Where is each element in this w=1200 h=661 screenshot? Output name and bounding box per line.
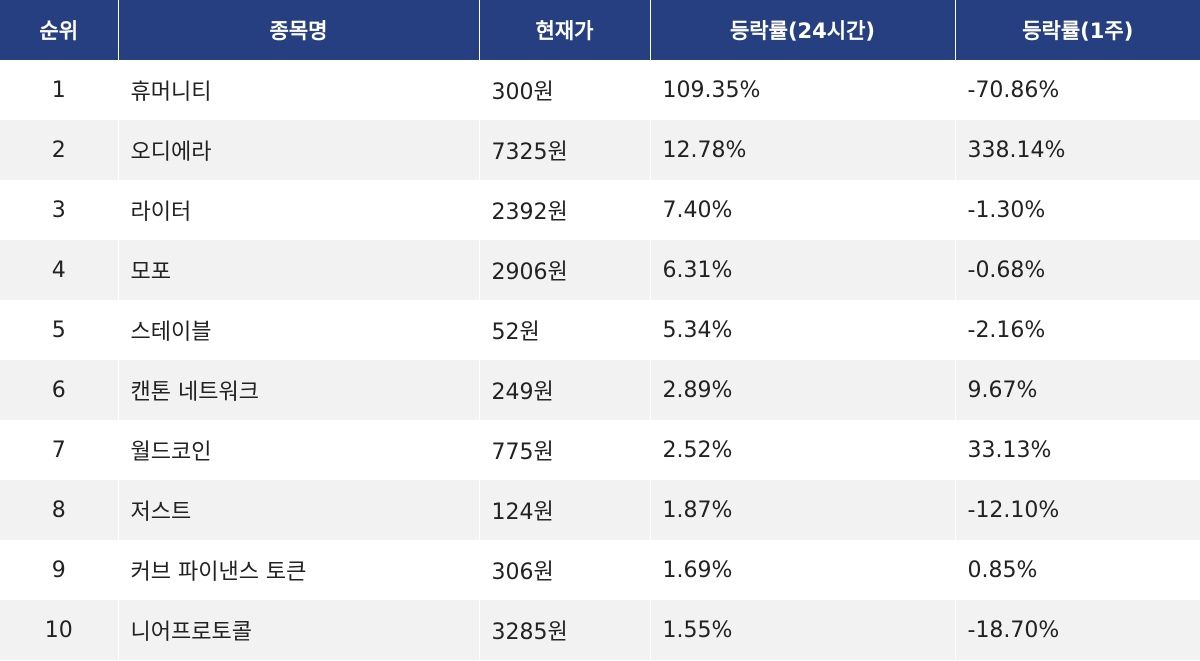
header-cell: 등락률(24시간) <box>649 0 955 60</box>
table-cell: 오디에라 <box>117 120 479 180</box>
table-cell: 52원 <box>478 300 650 360</box>
header-row: 순위 종목명 현재가 등락률(24시간) 등락률(1주) <box>0 0 1200 60</box>
table-cell: 커브 파이낸스 토큰 <box>117 540 479 600</box>
table-cell: 1.55% <box>649 600 955 660</box>
table-cell: 모포 <box>117 240 479 300</box>
table-cell: 775원 <box>478 420 650 480</box>
table-cell: 12.78% <box>649 120 955 180</box>
table-cell: -70.86% <box>954 60 1200 120</box>
header-cell: 순위 <box>0 0 118 60</box>
table-cell: 스테이블 <box>117 300 479 360</box>
table-cell: 4 <box>0 240 118 300</box>
table-cell: 휴머니티 <box>117 60 479 120</box>
table-cell: 1 <box>51 77 66 103</box>
table-cell: 306원 <box>478 540 650 600</box>
table-cell: -2.16% <box>954 300 1200 360</box>
table-cell: -18.70% <box>954 600 1200 660</box>
table-cell: 109.35% <box>649 60 955 120</box>
header-cell: 현재가 <box>478 0 650 60</box>
table-cell: 7.40% <box>649 180 955 240</box>
table-body: 1 휴머니티 300원 109.35% -70.86% 2 오디에라 7325원 12.78% 3… <box>0 60 1200 660</box>
table-row: 3 라이터 2392원 7.40% -1.30% <box>0 180 1200 240</box>
table-cell: 3 <box>51 197 66 223</box>
table-cell: 33.13% <box>954 420 1200 480</box>
table-cell: 라이터 <box>117 180 479 240</box>
table-cell: 저스트 <box>117 480 479 540</box>
table-cell: 10 <box>0 600 118 660</box>
table-row: 7 월드코인 775원 2.52% 33.13% <box>0 420 1200 480</box>
table-cell: 124원 <box>478 480 650 540</box>
table-cell: 7325원 <box>478 120 650 180</box>
table-cell: 8 <box>0 480 118 540</box>
table-cell: 니어프로토콜 <box>117 600 479 660</box>
table-cell: 2.52% <box>649 420 955 480</box>
table-cell: 5 <box>51 317 66 343</box>
table-cell: 2392원 <box>478 180 650 240</box>
table-cell: 1.87% <box>649 480 955 540</box>
table-cell: 월드코인 <box>117 420 479 480</box>
table-cell: 6 <box>0 360 118 420</box>
header-cell: 등락률(1주) <box>954 0 1200 60</box>
table-cell: 0.85% <box>954 540 1200 600</box>
table-cell: 9.67% <box>954 360 1200 420</box>
table-cell: 2 <box>0 120 118 180</box>
table-row: 2 오디에라 7325원 12.78% 338.14% <box>0 120 1200 180</box>
table-cell: -0.68% <box>954 240 1200 300</box>
table-cell: 2.89% <box>649 360 955 420</box>
table-cell: 338.14% <box>954 120 1200 180</box>
table-cell: 6.31% <box>649 240 955 300</box>
table-cell: 5.34% <box>649 300 955 360</box>
table-cell: 2906원 <box>478 240 650 300</box>
table-cell: 1.69% <box>649 540 955 600</box>
table-row: 9 커브 파이낸스 토큰 306원 1.69% 0.85% <box>0 540 1200 600</box>
table-cell: 캔톤 네트워크 <box>117 360 479 420</box>
table-row: 6 캔톤 네트워크 249원 2.89% 9.67% <box>0 360 1200 420</box>
table-row: 8 저스트 124원 1.87% -12.10% <box>0 480 1200 540</box>
table-cell: 249원 <box>478 360 650 420</box>
table-cell: 7 <box>51 437 66 463</box>
table-cell: 3285원 <box>478 600 650 660</box>
table-cell: -1.30% <box>954 180 1200 240</box>
table-row: 4 모포 2906원 6.31% -0.68% <box>0 240 1200 300</box>
header-cell: 종목명 <box>117 0 479 60</box>
table-row: 1 휴머니티 300원 109.35% -70.86% <box>0 60 1200 120</box>
table-cell: 9 <box>51 557 66 583</box>
table-row: 10 니어프로토콜 3285원 1.55% -18.70% <box>0 600 1200 660</box>
table-row: 5 스테이블 52원 5.34% -2.16% <box>0 300 1200 360</box>
table-cell: -12.10% <box>954 480 1200 540</box>
table-cell: 300원 <box>478 60 650 120</box>
